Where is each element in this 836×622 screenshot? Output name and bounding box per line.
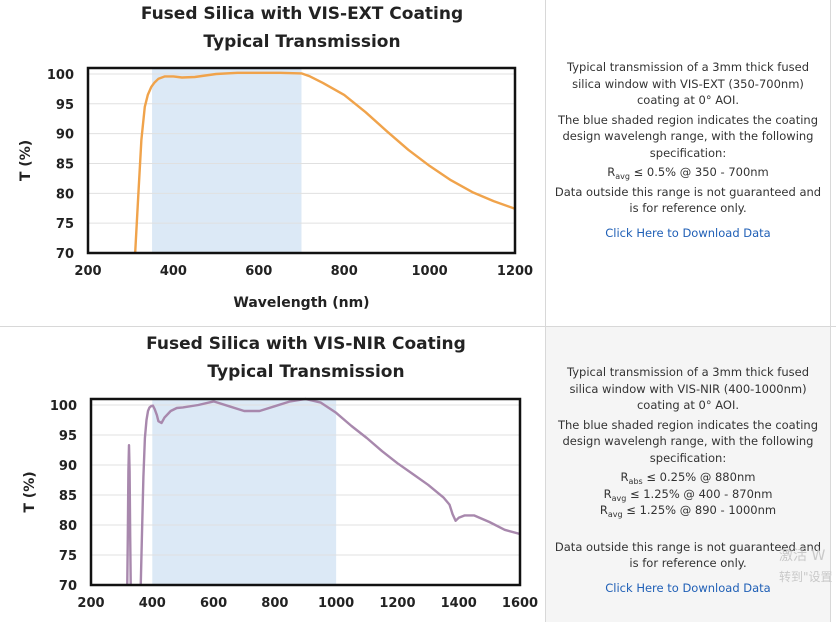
os-activation-watermark: 激活 W 转到"设置 (779, 546, 836, 594)
y-axis-label: T (%) (18, 140, 34, 181)
y-tick-label: 85 (59, 489, 77, 504)
y-axis-label: T (%) (22, 471, 38, 512)
chart-panel-vis-ext: Fused Silica with VIS-EXT Coating Typical… (0, 0, 545, 326)
y-tick-label: 90 (56, 128, 74, 143)
x-tick-label: 800 (331, 264, 358, 279)
chart-row-vis-nir: Fused Silica with VIS-NIR Coating Typical… (0, 326, 836, 622)
x-tick-label: 1400 (441, 596, 477, 611)
x-tick-label: 400 (160, 264, 187, 279)
x-tick-label: 1200 (379, 596, 415, 611)
chart-title: Typical Transmission (203, 32, 400, 52)
chart-panel-vis-nir: Fused Silica with VIS-NIR Coating Typical… (0, 327, 545, 622)
spec-line: Rabs ≤ 0.25% @ 880nm (620, 470, 756, 486)
x-axis-label: Wavelength (nm) (233, 295, 369, 311)
chart-title: Fused Silica with VIS-NIR Coating (146, 334, 466, 354)
y-tick-label: 100 (47, 68, 74, 83)
x-tick-label: 1600 (502, 596, 538, 611)
spec-line: Ravg ≤ 0.5% @ 350 - 700nm (607, 165, 769, 181)
transmission-chart-vis-nir: Fused Silica with VIS-NIR Coating Typical… (22, 334, 538, 611)
spec-list: Rabs ≤ 0.25% @ 880nm Ravg ≤ 1.25% @ 400 … (552, 469, 824, 519)
spec-line: Ravg ≤ 1.25% @ 890 - 1000nm (599, 503, 777, 519)
shaded-region-note: The blue shaded region indicates the coa… (557, 417, 819, 465)
description-text: Typical transmission of a 3mm thick fuse… (566, 60, 810, 107)
y-tick-label: 75 (59, 549, 77, 564)
disclaimer-text: Data outside this range is not guarantee… (554, 539, 822, 571)
disclaimer-text: Data outside this range is not guarantee… (554, 184, 822, 216)
transmission-chart-vis-ext: Fused Silica with VIS-EXT Coating Typical… (18, 4, 533, 311)
x-tick-label: 1200 (497, 264, 533, 279)
chart-title: Fused Silica with VIS-EXT Coating (141, 4, 463, 24)
plot-frame (86, 66, 517, 255)
x-tick-label: 600 (245, 264, 272, 279)
transmission-curve (126, 397, 520, 585)
coating-range-shade (152, 68, 302, 253)
watermark-line: 转到"设置 (779, 570, 833, 584)
chart-title: Typical Transmission (207, 362, 404, 382)
x-tick-label: 800 (261, 596, 288, 611)
plot-frame (89, 397, 522, 587)
x-tick-label: 600 (200, 596, 227, 611)
y-tick-label: 75 (56, 217, 74, 232)
spec-list: Ravg ≤ 0.5% @ 350 - 700nm (552, 164, 824, 181)
y-tick-label: 95 (59, 429, 77, 444)
x-tick-label: 400 (139, 596, 166, 611)
y-tick-label: 100 (50, 399, 77, 414)
download-data-link[interactable]: Click Here to Download Data (605, 225, 771, 240)
watermark-line: 激活 W (779, 548, 826, 564)
y-tick-label: 85 (56, 157, 74, 172)
download-data-link[interactable]: Click Here to Download Data (605, 580, 771, 595)
description-text: Typical transmission of a 3mm thick fuse… (566, 365, 810, 412)
description-panel-vis-nir: Typical transmission of a 3mm thick fuse… (545, 327, 831, 622)
y-tick-label: 95 (56, 98, 74, 113)
y-tick-label: 90 (59, 459, 77, 474)
y-tick-label: 70 (56, 247, 74, 262)
x-tick-label: 200 (74, 264, 101, 279)
description-panel-vis-ext: Typical transmission of a 3mm thick fuse… (545, 0, 831, 326)
x-tick-label: 200 (77, 596, 104, 611)
x-tick-label: 1000 (318, 596, 354, 611)
spec-line: Ravg ≤ 1.25% @ 400 - 870nm (603, 486, 773, 503)
x-tick-label: 1000 (412, 264, 448, 279)
y-tick-label: 70 (59, 579, 77, 594)
coating-range-shade (152, 399, 337, 585)
y-tick-label: 80 (59, 519, 77, 534)
shaded-region-note: The blue shaded region indicates the coa… (557, 112, 819, 160)
transmission-curve (133, 71, 515, 253)
y-tick-label: 80 (56, 187, 74, 202)
chart-row-vis-ext: Fused Silica with VIS-EXT Coating Typical… (0, 0, 831, 326)
